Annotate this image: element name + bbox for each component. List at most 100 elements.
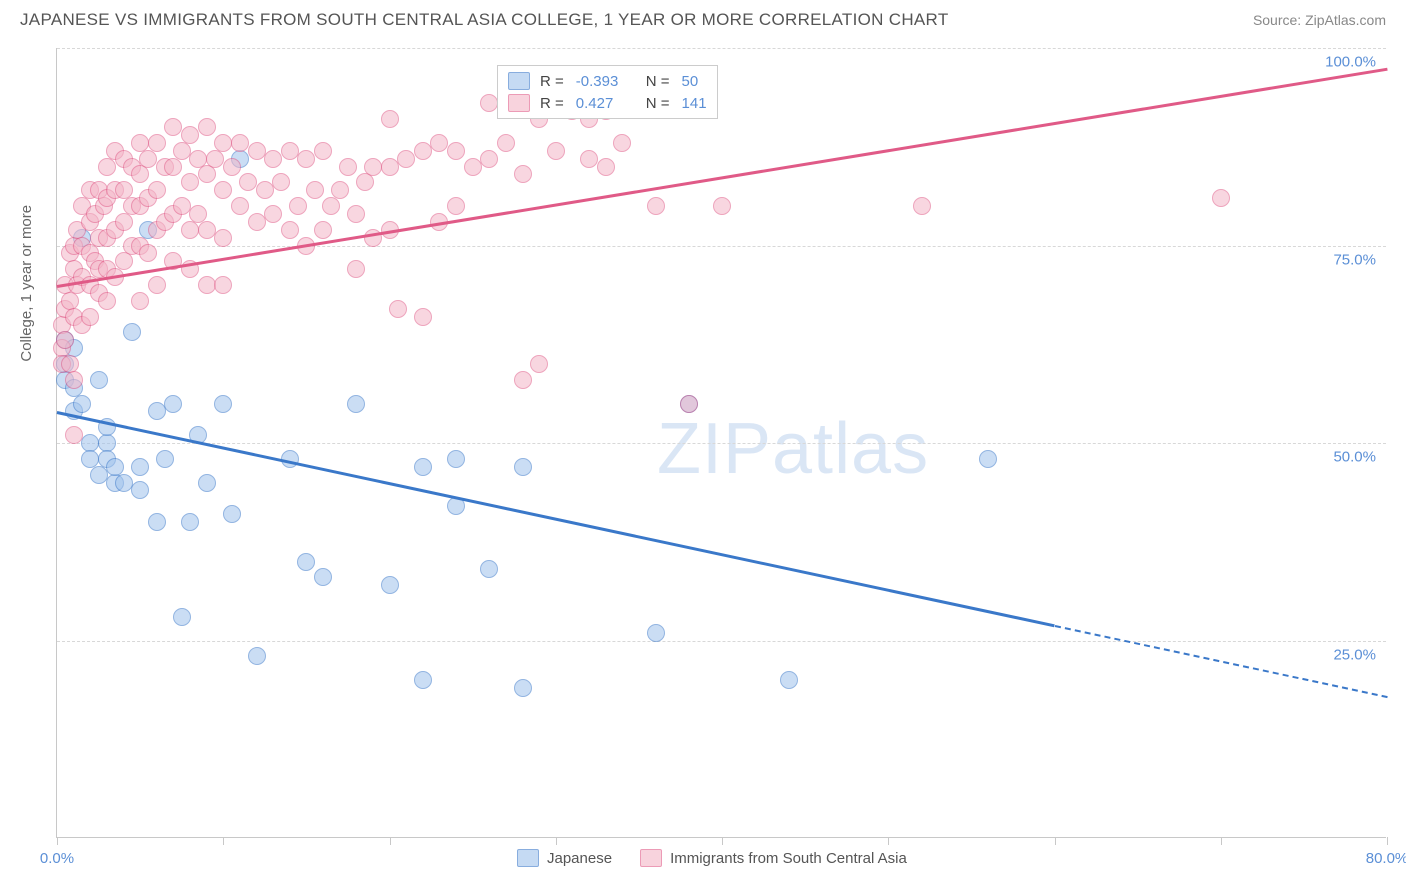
data-point [414, 458, 432, 476]
data-point [381, 110, 399, 128]
data-point [198, 276, 216, 294]
data-point [713, 197, 731, 215]
data-point [397, 150, 415, 168]
data-point [131, 458, 149, 476]
data-point [306, 181, 324, 199]
data-point [480, 150, 498, 168]
xtick [223, 837, 224, 845]
data-point [414, 308, 432, 326]
data-point [198, 474, 216, 492]
data-point [73, 395, 91, 413]
data-point [173, 142, 191, 160]
data-point [198, 118, 216, 136]
data-point [272, 173, 290, 191]
data-point [231, 197, 249, 215]
data-point [381, 576, 399, 594]
data-point [223, 158, 241, 176]
data-point [65, 371, 83, 389]
data-point [214, 395, 232, 413]
data-point [314, 142, 332, 160]
data-point [131, 165, 149, 183]
data-point [314, 221, 332, 239]
data-point [547, 142, 565, 160]
data-point [381, 158, 399, 176]
data-point [347, 205, 365, 223]
data-point [322, 197, 340, 215]
data-point [198, 165, 216, 183]
data-point [281, 142, 299, 160]
gridline [57, 443, 1386, 444]
data-point [173, 608, 191, 626]
data-point [364, 158, 382, 176]
data-point [56, 331, 74, 349]
data-point [248, 142, 266, 160]
data-point [148, 276, 166, 294]
legend-label: Japanese [547, 850, 612, 867]
xtick [390, 837, 391, 845]
data-point [597, 158, 615, 176]
data-point [979, 450, 997, 468]
data-point [98, 292, 116, 310]
data-point [148, 402, 166, 420]
data-point [115, 474, 133, 492]
data-point [414, 142, 432, 160]
data-point [414, 671, 432, 689]
data-point [181, 513, 199, 531]
xtick-label: 0.0% [40, 850, 74, 867]
legend-series: Japanese Immigrants from South Central As… [517, 849, 907, 867]
data-point [239, 173, 257, 191]
data-point [248, 213, 266, 231]
data-point [181, 126, 199, 144]
data-point [181, 173, 199, 191]
data-point [514, 679, 532, 697]
data-point [297, 150, 315, 168]
data-point [90, 466, 108, 484]
data-point [214, 276, 232, 294]
data-point [164, 158, 182, 176]
legend-swatch [640, 849, 662, 867]
ytick-label: 100.0% [1325, 54, 1376, 71]
data-point [780, 671, 798, 689]
data-point [289, 197, 307, 215]
data-point [148, 134, 166, 152]
data-point [231, 134, 249, 152]
data-point [115, 213, 133, 231]
legend-label: Immigrants from South Central Asia [670, 850, 907, 867]
data-point [447, 142, 465, 160]
data-point [314, 568, 332, 586]
data-point [198, 221, 216, 239]
data-point [480, 560, 498, 578]
data-point [148, 513, 166, 531]
xtick [722, 837, 723, 845]
data-point [264, 150, 282, 168]
data-point [139, 150, 157, 168]
gridline [57, 246, 1386, 247]
xtick [57, 837, 58, 845]
data-point [647, 197, 665, 215]
data-point [131, 481, 149, 499]
data-point [173, 197, 191, 215]
gridline [57, 641, 1386, 642]
xtick-label: 80.0% [1366, 850, 1406, 867]
data-point [389, 300, 407, 318]
data-point [514, 371, 532, 389]
gridline [57, 48, 1386, 49]
data-point [256, 181, 274, 199]
data-point [214, 134, 232, 152]
data-point [514, 458, 532, 476]
data-point [223, 505, 241, 523]
xtick [888, 837, 889, 845]
data-point [181, 221, 199, 239]
data-point [464, 158, 482, 176]
data-point [430, 134, 448, 152]
data-point [347, 260, 365, 278]
data-point [164, 395, 182, 413]
data-point [65, 426, 83, 444]
legend-swatch [508, 94, 530, 112]
data-point [647, 624, 665, 642]
data-point [214, 229, 232, 247]
data-point [123, 323, 141, 341]
data-point [131, 292, 149, 310]
chart-plot-area: ZIPatlas 25.0%50.0%75.0%100.0%0.0%80.0%R… [56, 48, 1386, 838]
legend-correlation: R = -0.393 N = 50R = 0.427 N = 141 [497, 65, 718, 119]
